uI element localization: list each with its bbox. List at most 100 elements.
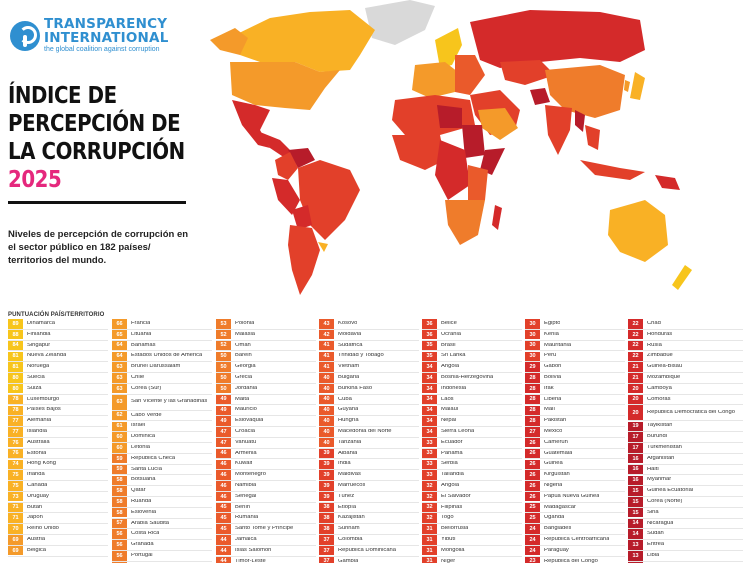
table-row: 26 Guatemala (525, 448, 625, 460)
country-name: Rusia (647, 342, 662, 348)
table-row: 69 Austria (8, 535, 108, 546)
score-badge: 77 (8, 427, 23, 437)
map-chile-argentina (288, 225, 320, 295)
score-badge: 50 (216, 362, 231, 372)
score-badge: 81 (8, 351, 23, 362)
score-badge: 15 (628, 486, 643, 496)
table-row: 60 Dominica (112, 432, 212, 443)
score-badge: 38 (319, 524, 334, 534)
country-name: Canadá (27, 482, 48, 488)
score-badge: 22 (628, 351, 643, 362)
map-southeast-asia (585, 125, 600, 150)
table-row: 88 Finlandia (8, 329, 108, 341)
map-central-africa (435, 140, 470, 200)
table-row: 56 Costa Rica (112, 529, 212, 541)
score-badge: 40 (319, 416, 334, 426)
country-name: Grecia (235, 374, 253, 380)
table-row: 56 Granada (112, 540, 212, 551)
map-china (545, 65, 625, 118)
table-row: 52 Malasia (216, 329, 316, 341)
score-badge: 78 (8, 394, 23, 405)
score-badge: 40 (319, 405, 334, 416)
country-name: Perú (544, 353, 557, 359)
table-row: 26 Guinea (525, 459, 625, 471)
table-row: 46 Armenia (216, 448, 316, 460)
country-name: Vanuatu (235, 439, 257, 445)
score-badge: 32 (422, 491, 437, 502)
score-badge: 15 (628, 507, 643, 518)
country-name: Gambia (338, 558, 359, 563)
score-badge: 39 (319, 481, 334, 491)
table-row: 64 Bahamas (112, 340, 212, 352)
table-row: 45 Rumania (216, 513, 316, 525)
score-badge: 62 (112, 410, 127, 421)
country-name: Polonia (235, 321, 255, 326)
table-row: 14 Sudán (628, 529, 743, 541)
ranking-column-2: 66 Francia 65 Lituania 64 Bahamas 64 Estados Un… (112, 319, 212, 563)
country-name: Granada (131, 542, 154, 548)
score-badge: 58 (112, 507, 127, 518)
country-name: Liberia (544, 396, 562, 402)
map-canada (235, 10, 375, 72)
table-row: 23 República del Congo (525, 556, 625, 563)
score-badge: 56 (112, 561, 127, 563)
score-badge: 74 (8, 459, 23, 469)
map-mexico (232, 100, 270, 148)
score-badge: 63 (112, 373, 127, 383)
country-name: Filipinas (441, 504, 463, 510)
score-badge: 30 (525, 329, 540, 340)
country-name: Corea (Sur) (131, 385, 162, 391)
score-badge: 40 (319, 394, 334, 405)
score-badge: 26 (525, 470, 540, 480)
table-row: 31 Níger (422, 556, 522, 563)
table-row: 49 Malta (216, 394, 316, 406)
table-row: 34 Malaui (422, 405, 522, 417)
country-name: República Dominicana (338, 547, 397, 553)
table-row: 39 Maldivas (319, 470, 419, 481)
country-name: Tayikistán (647, 423, 673, 429)
table-row: 56Chipre (112, 561, 212, 563)
table-row: 34 Nepal (422, 416, 522, 427)
score-badge: 47 (216, 427, 231, 437)
score-badge: 38 (319, 502, 334, 513)
page-title: ÍNDICE DE PERCEPCIÓN DE LA CORRUPCIÓN 20… (8, 82, 185, 194)
table-row: 24 Bangladés (525, 524, 625, 535)
score-badge: 17 (628, 443, 643, 453)
table-row: 14 Nicaragua (628, 518, 743, 530)
table-row: 20 Comoras (628, 394, 743, 406)
table-row: 17 Turkmenistán (628, 443, 743, 454)
score-badge: 60 (112, 443, 127, 453)
country-name: Dinamarca (27, 321, 56, 326)
score-badge: 22 (628, 340, 643, 351)
score-badge: 44 (216, 556, 231, 563)
country-name: Panamá (441, 450, 463, 456)
table-row: 40 Burkina Faso (319, 383, 419, 395)
country-name: Nepal (441, 418, 457, 424)
table-row: 57 Arabia Saudita (112, 518, 212, 530)
country-name: Bután (27, 504, 43, 510)
table-row: 30 Perú (525, 351, 625, 363)
score-badge: 44 (216, 545, 231, 556)
country-name: Corea (Norte) (647, 498, 683, 504)
score-badge: 15 (628, 497, 643, 507)
table-row: 75 Irlanda (8, 470, 108, 481)
map-greenland (365, 0, 435, 45)
country-name: Kirguistán (544, 472, 570, 478)
table-row: 30 Mauritania (525, 340, 625, 352)
table-row: 25 Uganda (525, 513, 625, 525)
table-row: 39 India (319, 459, 419, 471)
org-tagline: the global coalition against corruption (44, 46, 160, 53)
map-new-zealand (672, 265, 692, 290)
country-name: Bielorrusia (441, 526, 469, 532)
score-badge: 39 (319, 448, 334, 459)
table-row: 37 República Dominicana (319, 545, 419, 557)
score-badge: 28 (525, 394, 540, 405)
country-name: Jamaica (235, 536, 257, 542)
country-name: Namibia (235, 482, 257, 488)
country-name: Kazajistán (338, 515, 365, 521)
table-row: 62 Cabo Verde (112, 410, 212, 422)
country-name: Comoras (647, 396, 671, 402)
score-badge: 19 (628, 421, 643, 432)
country-name: Islandia (27, 428, 47, 434)
table-row: 33 Tailandia (422, 470, 522, 481)
